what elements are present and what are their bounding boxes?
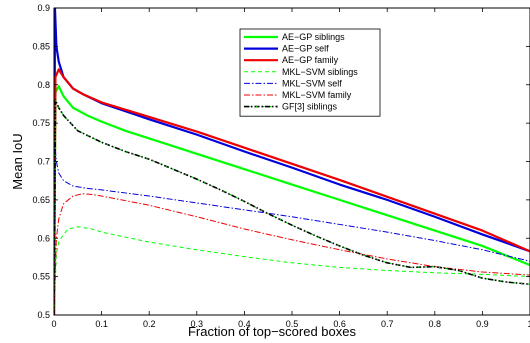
series-line-4 [54, 145, 530, 315]
x-tick-label: 1 [527, 319, 530, 329]
series-line-1 [54, 8, 530, 315]
series-group [54, 8, 530, 315]
x-tick-label: 0.6 [333, 319, 346, 329]
series-line-5 [54, 193, 530, 315]
legend-label-1: AE−GP self [282, 44, 329, 54]
x-tick-label: 0 [51, 319, 56, 329]
x-tick-label: 0.5 [286, 319, 299, 329]
x-tick-label: 0.7 [381, 319, 394, 329]
x-tick-label: 0.9 [476, 319, 489, 329]
y-tick-label: 0.8 [37, 80, 50, 90]
series-line-6-accent [54, 99, 530, 315]
legend-label-3: MKL−SVM siblings [282, 67, 358, 77]
y-tick-label: 0.7 [37, 157, 50, 167]
y-tick-label: 0.9 [37, 3, 50, 13]
x-tick-label: 0.8 [429, 319, 442, 329]
legend-box [239, 28, 381, 117]
legend-label-5: MKL−SVM family [282, 90, 352, 100]
series-line-0 [54, 85, 530, 315]
y-tick-label: 0.85 [32, 41, 50, 51]
x-axis-title: Fraction of top−scored boxes [188, 324, 357, 339]
y-tick-label: 0.65 [32, 195, 50, 205]
plot-area [54, 8, 530, 315]
legend-label-6: GF[3] siblings [282, 102, 338, 112]
legend-label-2: AE−GP family [282, 55, 339, 65]
y-axis-title: Mean IoU [10, 133, 25, 189]
x-tick-label: 0.2 [143, 319, 156, 329]
legend-label-0: AE−GP siblings [282, 32, 345, 42]
y-tick-label: 0.5 [37, 310, 50, 320]
y-tick-label: 0.55 [32, 272, 50, 282]
series-line-3 [54, 226, 530, 315]
y-tick-label: 0.6 [37, 233, 50, 243]
x-tick-label: 0.1 [95, 319, 108, 329]
x-tick-label: 0.4 [238, 319, 251, 329]
y-tick-label: 0.75 [32, 118, 50, 128]
x-tick-label: 0.3 [191, 319, 204, 329]
series-line-2 [54, 68, 530, 315]
axes: 0 0.1 0.2 0.3 0.4 0.5 0.6 0.7 0.8 0.9 1 0.5 0.55 0.6 0… [10, 3, 530, 339]
legend-label-4: MKL−SVM self [282, 78, 342, 88]
